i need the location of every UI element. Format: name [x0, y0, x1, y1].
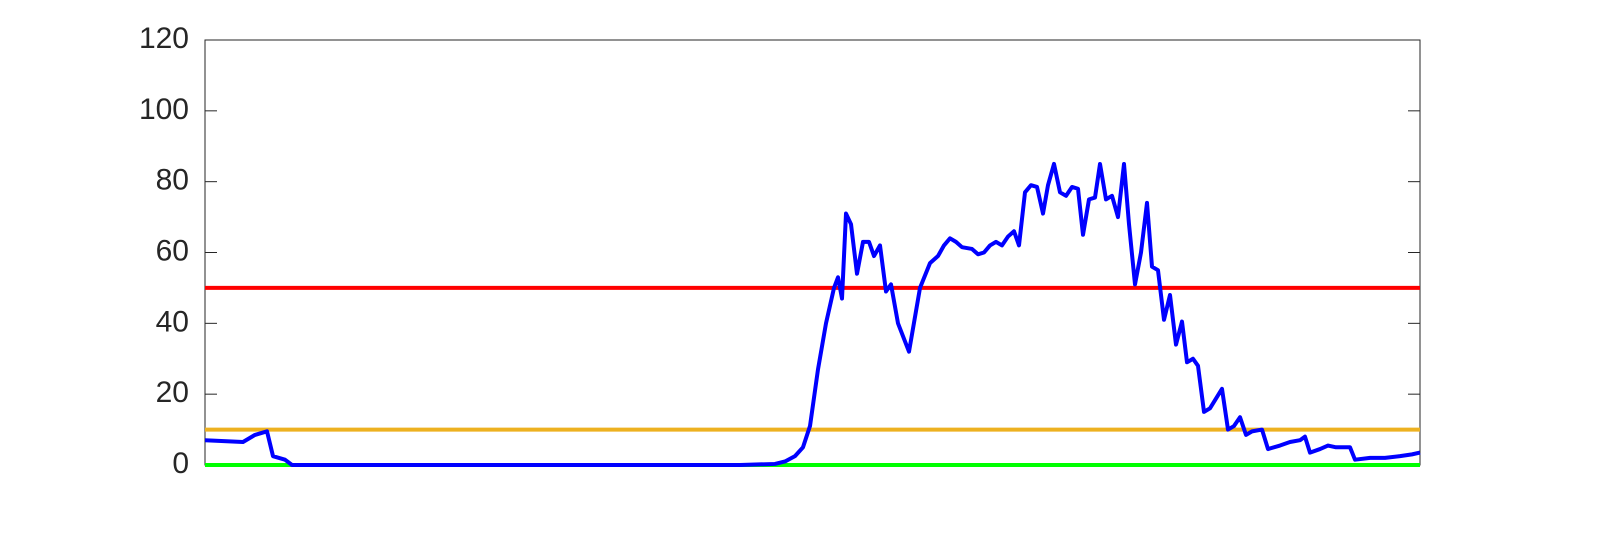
y-tick-label: 100 — [139, 93, 189, 126]
y-tick-label: 0 — [172, 447, 189, 480]
y-tick-label: 80 — [156, 164, 189, 197]
y-tick-label: 60 — [156, 234, 189, 267]
y-tick-label: 20 — [156, 376, 189, 409]
data-line — [204, 161, 1421, 467]
y-tick-label: 120 — [139, 22, 189, 55]
y-tick-label: 40 — [156, 305, 189, 338]
